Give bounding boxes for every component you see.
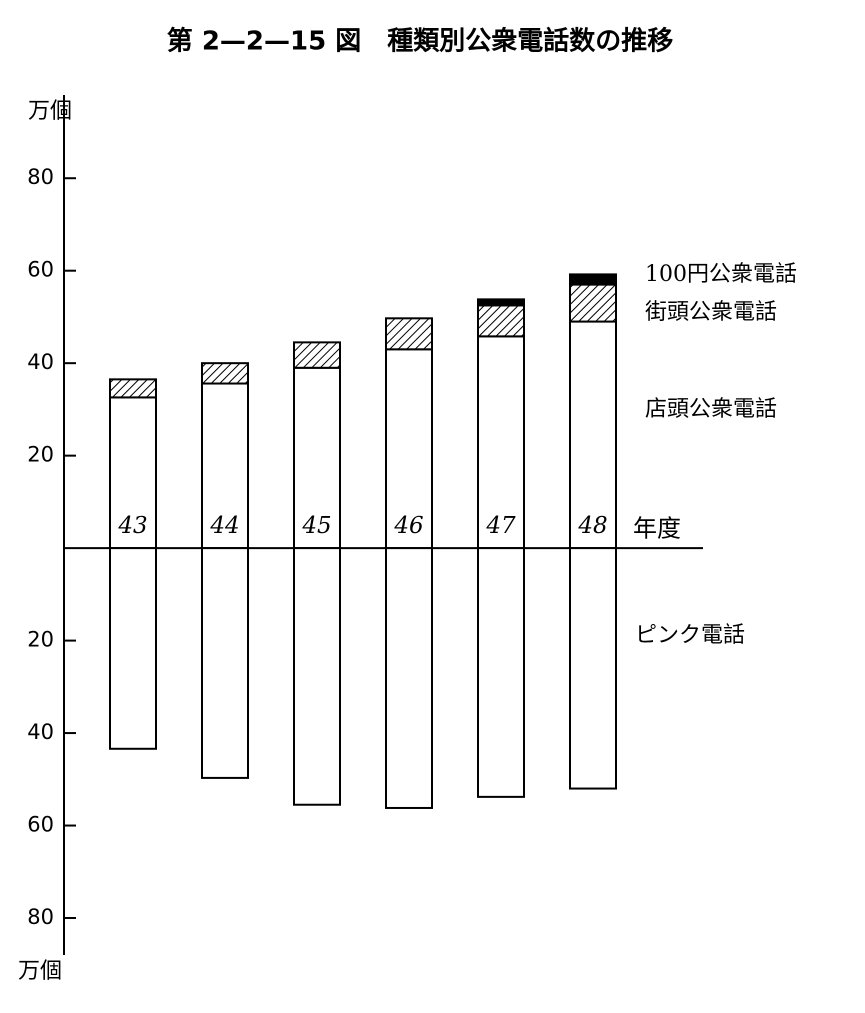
x-tick-label: 45 bbox=[301, 513, 331, 539]
bar-segment bbox=[201, 362, 249, 385]
x-tick-label: 46 bbox=[393, 513, 423, 539]
bar-segment bbox=[385, 317, 433, 351]
y-tick-label: 60 bbox=[27, 813, 54, 837]
x-tick-label: 48 bbox=[577, 513, 607, 539]
x-axis-label: 年度 bbox=[633, 515, 681, 543]
legend-label: 店頭公衆電話 bbox=[645, 397, 777, 422]
y-tick-label: 80 bbox=[27, 905, 54, 929]
legend-label: 街頭公衆電話 bbox=[645, 300, 777, 325]
y-tick-label: 60 bbox=[27, 258, 54, 282]
bar-segment bbox=[477, 547, 525, 798]
x-tick-label: 44 bbox=[209, 513, 239, 539]
y-tick-label: 40 bbox=[27, 720, 54, 744]
label-bg bbox=[576, 514, 610, 541]
label-bg bbox=[116, 514, 150, 541]
bar-segment bbox=[569, 547, 617, 790]
y-tick-label: 20 bbox=[27, 443, 54, 467]
bar-segment bbox=[477, 298, 525, 307]
label-bg bbox=[208, 514, 242, 541]
label-bg bbox=[300, 514, 334, 541]
bar-segment bbox=[109, 547, 157, 750]
legend-label: ピンク電話 bbox=[635, 623, 745, 648]
label-bg bbox=[484, 514, 518, 541]
y-unit-bottom: 万個 bbox=[18, 959, 62, 984]
x-tick-label: 47 bbox=[485, 513, 516, 539]
legend-label: 100円公衆電話 bbox=[645, 262, 797, 287]
bar-segment bbox=[293, 547, 341, 806]
y-unit-top: 万個 bbox=[28, 99, 72, 124]
bar-segment bbox=[201, 547, 249, 779]
bar-segment bbox=[109, 378, 157, 399]
chart-title: 第 2—2—15 図 種類別公衆電話数の推移 bbox=[167, 26, 673, 57]
bar-segment bbox=[569, 283, 617, 323]
x-tick-label: 43 bbox=[117, 513, 147, 539]
bar-segment bbox=[477, 335, 525, 550]
y-tick-label: 40 bbox=[27, 350, 54, 374]
bar-segment bbox=[293, 341, 341, 369]
y-tick-label: 80 bbox=[27, 165, 54, 189]
label-bg bbox=[392, 514, 426, 541]
bar-segment bbox=[477, 304, 525, 338]
y-tick-label: 20 bbox=[27, 628, 54, 652]
bar-segment bbox=[385, 547, 433, 809]
bar-segment bbox=[569, 273, 617, 286]
